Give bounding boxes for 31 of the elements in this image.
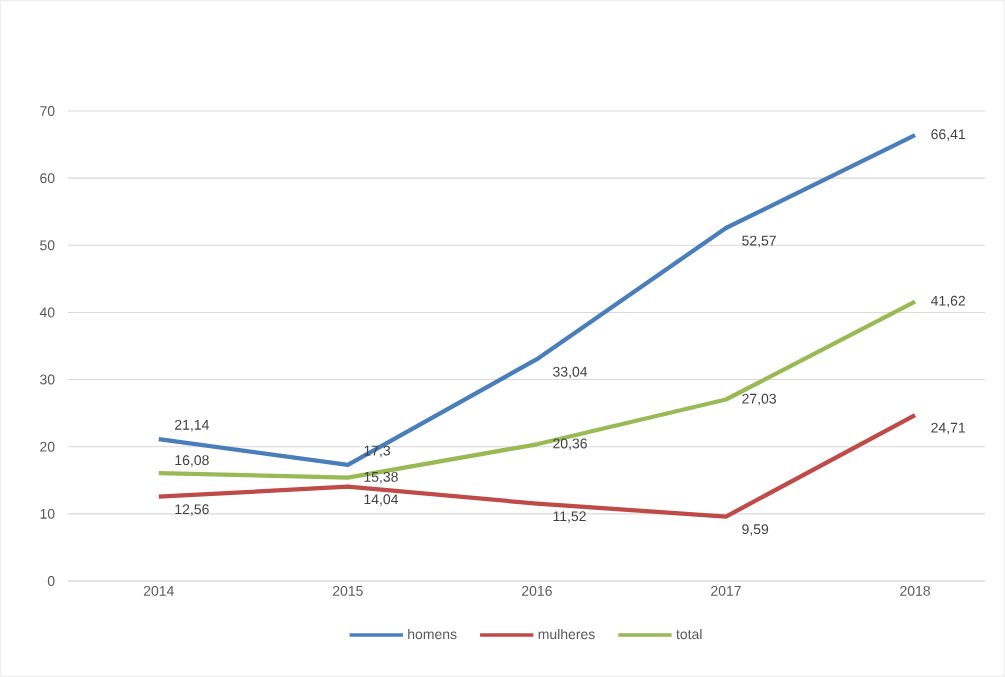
data-label: 14,04 xyxy=(364,494,399,506)
x-tick-label: 2018 xyxy=(900,585,930,596)
data-label: 33,04 xyxy=(553,366,588,379)
data-label: 27,03 xyxy=(742,393,776,406)
legend-label: total xyxy=(676,628,702,640)
x-tick-label: 2017 xyxy=(711,585,741,596)
x-tick-label: 2015 xyxy=(332,585,363,596)
y-tick-label: 40 xyxy=(39,307,55,318)
y-tick-label: 50 xyxy=(40,240,55,251)
data-label: 41,62 xyxy=(930,295,965,308)
data-label: 20,36 xyxy=(553,438,587,451)
data-label: 9,59 xyxy=(742,524,769,536)
data-label: 12,56 xyxy=(175,504,209,516)
y-tick-label: 20 xyxy=(40,441,55,452)
data-label: 11,52 xyxy=(553,511,586,523)
y-tick-label: 10 xyxy=(40,508,55,519)
legend-label: homens xyxy=(408,628,457,640)
data-label: 66,41 xyxy=(931,129,965,141)
data-label: 24,71 xyxy=(931,422,965,435)
line-series xyxy=(156,132,918,467)
y-tick-label: 30 xyxy=(40,374,55,385)
y-tick-label: 70 xyxy=(40,106,55,116)
y-tick-label: 0 xyxy=(47,576,55,586)
legend-label: mulheres xyxy=(538,628,595,640)
y-tick-label: 60 xyxy=(40,173,55,184)
data-label: 52,57 xyxy=(742,235,776,248)
x-tick-label: 2016 xyxy=(522,585,552,596)
data-label: 15,38 xyxy=(364,471,398,484)
x-tick-label: 2014 xyxy=(143,585,174,596)
data-label: 16,08 xyxy=(175,455,209,467)
data-label: 21,14 xyxy=(175,419,209,432)
